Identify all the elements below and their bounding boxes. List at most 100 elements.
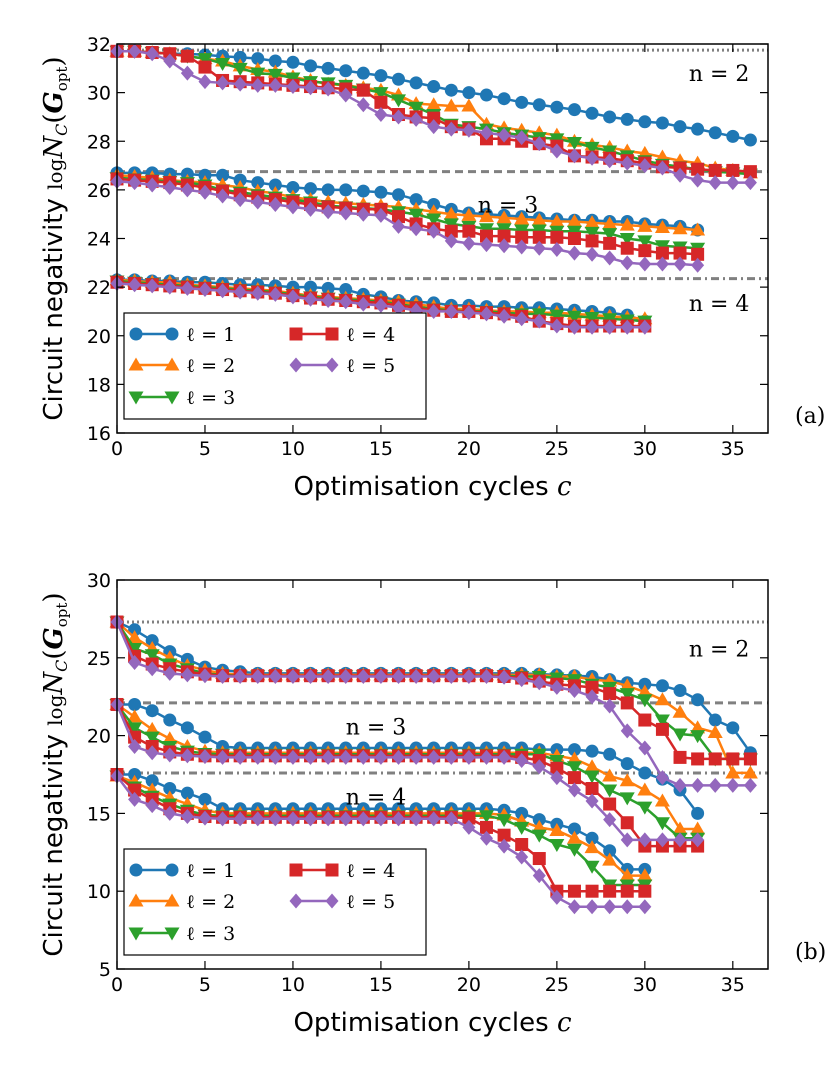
x-tick-label: 35 <box>721 438 745 460</box>
legend-swatch-marker <box>165 863 179 877</box>
data-point <box>251 668 265 684</box>
data-point <box>566 761 582 775</box>
panel-label: (a) <box>795 404 825 429</box>
x-tick-label: 5 <box>199 438 211 460</box>
legend-item-2: ℓ = 2 <box>128 355 235 377</box>
y-axis-label-text: Circuit negativity <box>39 726 69 957</box>
legend-item-3: ℓ = 3 <box>128 387 235 409</box>
data-point <box>304 811 318 827</box>
data-point <box>268 286 282 302</box>
y-axis-label-log: log <box>43 694 67 725</box>
data-point <box>497 127 511 143</box>
data-point <box>567 319 581 335</box>
data-point <box>673 832 687 848</box>
data-point <box>638 244 652 258</box>
data-point <box>603 698 617 714</box>
legend-swatch-marker <box>128 357 144 371</box>
data-point <box>515 95 529 109</box>
data-point <box>462 305 476 321</box>
data-point <box>321 668 335 684</box>
data-point <box>216 75 230 91</box>
data-point <box>531 819 547 833</box>
legend-swatch-marker <box>289 357 303 373</box>
y-axis-label-sub-c: C <box>52 124 71 136</box>
data-point <box>339 87 353 103</box>
data-point <box>304 59 318 73</box>
data-point <box>427 223 441 239</box>
data-point <box>444 83 458 97</box>
data-point <box>603 250 617 266</box>
data-point <box>585 680 599 694</box>
y-axis-label-g: G <box>39 91 69 113</box>
data-point <box>532 868 546 884</box>
data-point <box>515 806 529 820</box>
data-point <box>497 238 511 254</box>
data-point <box>286 289 300 305</box>
y-tick-label: 10 <box>87 881 111 903</box>
data-point <box>584 141 600 155</box>
data-point <box>566 213 582 227</box>
legend-swatch-marker <box>164 357 180 371</box>
data-point <box>304 201 318 217</box>
data-point <box>549 839 565 853</box>
data-point <box>304 80 318 96</box>
data-point <box>496 814 512 828</box>
data-point <box>145 704 159 718</box>
data-point <box>479 820 493 834</box>
legend-swatch-marker <box>128 927 144 941</box>
legend-item-4: ℓ = 4 <box>289 324 395 346</box>
data-point <box>198 749 212 765</box>
data-point <box>603 899 617 915</box>
data-point <box>180 182 194 198</box>
x-tick-label: 30 <box>633 974 657 996</box>
data-point <box>127 709 143 723</box>
y-tick-label: 20 <box>87 726 111 748</box>
data-point <box>603 747 617 761</box>
data-point <box>620 757 634 771</box>
data-point <box>180 786 194 800</box>
data-point <box>479 88 493 102</box>
data-point <box>216 749 230 765</box>
data-point <box>672 221 688 235</box>
legend-label: ℓ = 5 <box>346 891 395 913</box>
plot-frame <box>116 579 769 970</box>
data-point <box>198 810 212 826</box>
data-point <box>286 199 300 215</box>
data-point <box>286 79 300 95</box>
data-point <box>304 668 318 684</box>
data-point <box>321 204 335 220</box>
y-axis-label-log: log <box>43 158 67 189</box>
data-point <box>619 688 635 702</box>
data-point <box>602 784 618 798</box>
data-point <box>567 148 581 164</box>
data-point <box>392 210 406 224</box>
x-tick-label: 5 <box>199 974 211 996</box>
data-point <box>180 721 194 735</box>
data-point <box>584 312 600 326</box>
data-point <box>374 668 388 684</box>
data-point <box>408 208 424 222</box>
data-point <box>145 634 159 648</box>
y-tick-label: 24 <box>87 229 111 251</box>
data-point <box>585 899 599 915</box>
data-point <box>392 749 406 765</box>
legend-label: ℓ = 4 <box>346 860 395 882</box>
data-point <box>532 813 546 827</box>
data-point <box>550 143 564 159</box>
data-point <box>462 224 476 238</box>
data-point <box>374 297 388 313</box>
reference-label: n = 4 <box>346 785 407 810</box>
series-line <box>115 621 751 761</box>
legend-label: ℓ = 5 <box>346 355 395 377</box>
data-point <box>655 256 669 272</box>
data-point <box>497 828 511 842</box>
data-point <box>531 829 547 843</box>
data-point <box>304 291 318 307</box>
data-point <box>356 206 370 222</box>
data-point <box>268 54 282 68</box>
y-tick-label: 5 <box>99 959 111 981</box>
data-point <box>603 153 617 169</box>
data-point <box>268 178 282 192</box>
data-point <box>374 207 388 223</box>
data-point <box>672 821 688 835</box>
